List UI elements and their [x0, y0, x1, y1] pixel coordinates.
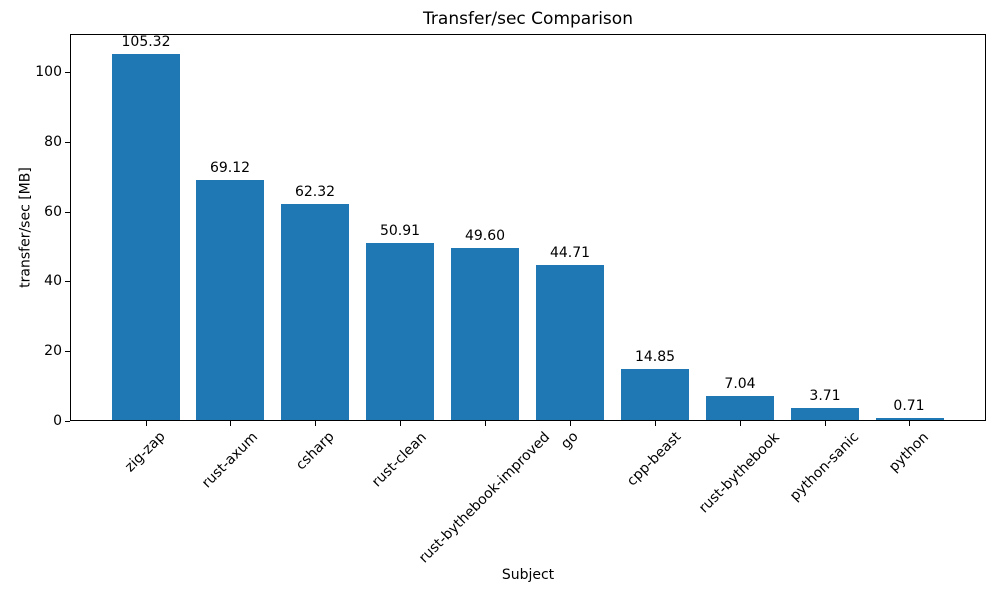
- bar-value-label: 50.91: [379, 223, 421, 239]
- bar: [451, 248, 519, 420]
- x-tick-label: cpp-beast: [623, 428, 685, 490]
- chart-title: Transfer/sec Comparison: [423, 9, 633, 29]
- y-tick: [65, 212, 70, 213]
- bar-value-label: 105.32: [121, 34, 171, 50]
- bar: [791, 408, 859, 420]
- y-tick-label: 60: [44, 204, 62, 220]
- y-tick-label: 40: [44, 273, 62, 289]
- bar: [281, 204, 349, 420]
- bar-value-label: 7.04: [724, 376, 756, 392]
- bar-value-label: 0.71: [893, 398, 925, 414]
- x-tick-label: rust-clean: [368, 429, 430, 491]
- x-tick-label: python-sanic: [786, 429, 863, 505]
- right-spine: [985, 34, 986, 421]
- bar: [876, 418, 944, 420]
- y-tick: [65, 421, 70, 422]
- bar: [196, 180, 264, 420]
- x-tick: [146, 421, 147, 426]
- x-tick: [230, 421, 231, 426]
- x-tick-label: python: [885, 429, 932, 476]
- x-tick-label: zig-zap: [121, 428, 169, 476]
- bar-value-label: 14.85: [634, 349, 676, 365]
- x-tick-label: rust-bythebook: [695, 429, 783, 517]
- y-tick: [65, 142, 70, 143]
- x-tick: [315, 421, 316, 426]
- x-tick: [655, 421, 656, 426]
- bar-value-label: 69.12: [209, 160, 251, 176]
- y-tick-label: 20: [44, 343, 62, 359]
- x-axis-label: Subject: [501, 567, 555, 583]
- left-spine: [70, 34, 71, 421]
- x-tick-label: go: [557, 428, 582, 453]
- x-tick: [825, 421, 826, 426]
- y-tick-label: 80: [44, 134, 62, 150]
- x-tick: [400, 421, 401, 426]
- bar-value-label: 49.60: [464, 228, 506, 244]
- y-tick-label: 0: [53, 413, 62, 429]
- x-tick: [485, 421, 486, 426]
- top-spine: [70, 34, 986, 35]
- y-axis-label: transfer/sec [MB]: [17, 167, 34, 288]
- bar: [706, 396, 774, 420]
- bar-value-label: 44.71: [549, 245, 591, 261]
- x-tick: [570, 421, 571, 426]
- x-tick: [909, 421, 910, 426]
- x-tick-label: csharp: [292, 428, 338, 474]
- bar: [112, 54, 180, 420]
- y-tick: [65, 72, 70, 73]
- x-tick-label: rust-axum: [198, 429, 262, 492]
- x-tick: [740, 421, 741, 426]
- bar-value-label: 3.71: [809, 388, 841, 404]
- y-tick: [65, 351, 70, 352]
- x-tick-label: rust-bythebook-improved: [415, 429, 554, 567]
- bottom-spine: [70, 420, 986, 421]
- bar-value-label: 62.32: [294, 184, 336, 200]
- bar: [366, 243, 434, 420]
- y-tick-label: 100: [35, 64, 62, 80]
- bar: [621, 369, 689, 420]
- bar: [536, 265, 604, 420]
- y-tick: [65, 281, 70, 282]
